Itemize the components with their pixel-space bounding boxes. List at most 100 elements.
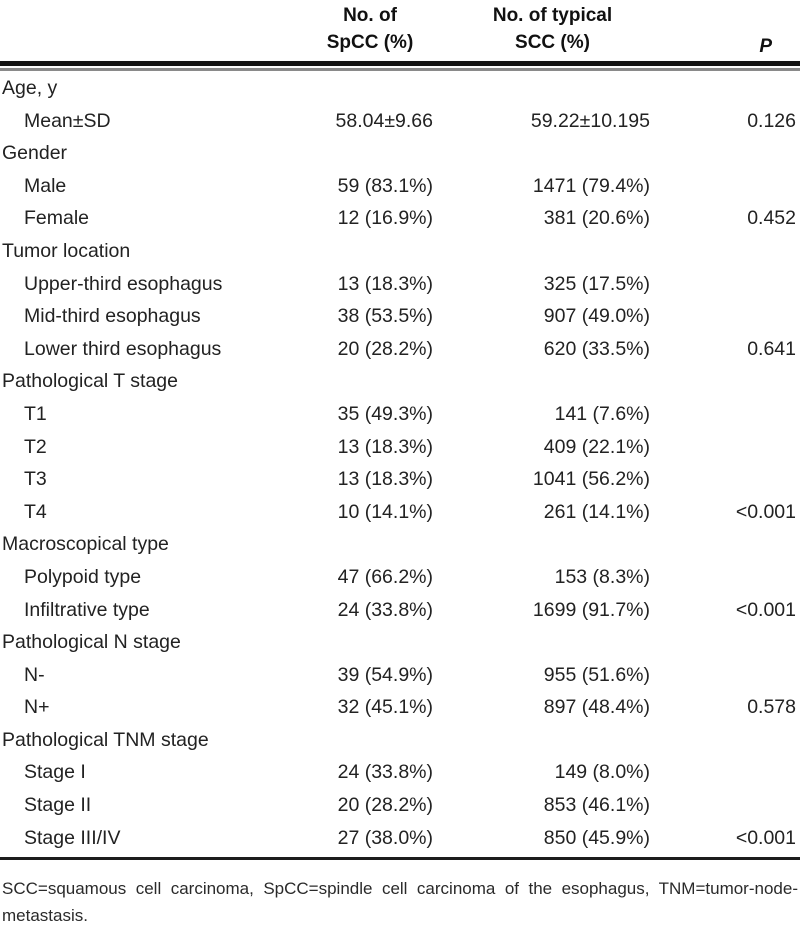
p-value <box>660 268 800 301</box>
row-label: Age, y <box>2 77 58 99</box>
scc-value <box>445 724 660 757</box>
row-label: Pathological N stage <box>2 631 181 654</box>
table-row: T4 10 (14.1%) 261 (14.1%) <0.001 <box>0 496 800 529</box>
p-value <box>660 626 800 659</box>
row-label: T4 <box>24 500 47 523</box>
row-label: Male <box>24 174 67 197</box>
scc-value: 381 (20.6%) <box>543 207 650 230</box>
table-row: Pathological N stage <box>0 626 800 659</box>
p-value <box>660 528 800 561</box>
row-label: Macroscopical type <box>2 533 169 556</box>
column-header-p: P <box>660 2 800 60</box>
table-row: N+ 32 (45.1%) 897 (48.4%) 0.578 <box>0 691 800 724</box>
spcc-value: 24 (33.8%) <box>337 761 433 784</box>
p-value <box>660 137 800 170</box>
row-label: Upper-third esophagus <box>24 272 223 295</box>
spcc-value: 24 (33.8%) <box>337 598 433 621</box>
row-label: Pathological T stage <box>2 370 178 393</box>
spcc-value: 38 (53.5%) <box>337 305 433 328</box>
spcc-value <box>295 365 445 398</box>
scc-value: 907 (49.0%) <box>543 305 650 328</box>
p-value <box>660 398 800 431</box>
table-row: T2 13 (18.3%) 409 (22.1%) <box>0 431 800 464</box>
p-value <box>660 463 800 496</box>
spcc-value: 59 (83.1%) <box>337 174 433 197</box>
table-header: No. of SpCC (%) No. of typical SCC (%) P <box>0 0 800 60</box>
spcc-value <box>295 528 445 561</box>
spcc-value: 32 (45.1%) <box>337 696 433 719</box>
scc-value <box>445 137 660 170</box>
spcc-value: 47 (66.2%) <box>337 565 433 588</box>
spcc-value: 20 (28.2%) <box>337 794 433 817</box>
table-row: Stage III/IV 27 (38.0%) 850 (45.9%) <0.0… <box>0 822 800 855</box>
row-label: Stage I <box>24 761 86 784</box>
scc-value: 850 (45.9%) <box>543 826 650 849</box>
row-label: Polypoid type <box>24 565 142 588</box>
table-row: Gender <box>0 137 800 170</box>
p-value <box>660 72 800 105</box>
header-rule <box>0 61 800 71</box>
column-header-scc-line2: SCC (%) <box>515 32 590 53</box>
spcc-value <box>295 724 445 757</box>
column-header-spcc-line2: SpCC (%) <box>326 32 414 53</box>
table-row: Mid-third esophagus 38 (53.5%) 907 (49.0… <box>0 300 800 333</box>
header-rule-thick-line <box>0 61 800 66</box>
scc-value: 409 (22.1%) <box>543 435 650 458</box>
scc-value: 1041 (56.2%) <box>532 468 650 491</box>
footnote-rule <box>0 857 800 861</box>
row-label: Lower third esophagus <box>24 337 222 360</box>
p-value: 0.452 <box>747 207 796 230</box>
spcc-value: 35 (49.3%) <box>337 402 433 425</box>
column-header-scc-line1: No. of typical <box>492 5 613 26</box>
spcc-value: 13 (18.3%) <box>337 435 433 458</box>
spcc-value: 13 (18.3%) <box>337 272 433 295</box>
row-label: Mean±SD <box>24 109 111 132</box>
scc-value <box>445 626 660 659</box>
header-rule-thin-line <box>0 68 800 71</box>
scc-value <box>445 528 660 561</box>
scc-value: 897 (48.4%) <box>543 696 650 719</box>
p-value <box>660 659 800 692</box>
p-value <box>660 365 800 398</box>
scc-value: 59.22±10.195 <box>530 109 650 132</box>
spcc-value <box>295 72 445 105</box>
p-value <box>660 300 800 333</box>
scc-value: 261 (14.1%) <box>543 500 650 523</box>
row-label: Female <box>24 207 90 230</box>
table-row: Stage II 20 (28.2%) 853 (46.1%) <box>0 789 800 822</box>
scc-value: 955 (51.6%) <box>543 663 650 686</box>
row-label: Stage III/IV <box>24 826 121 849</box>
row-label: Gender <box>2 142 68 165</box>
row-label: Tumor location <box>2 239 131 262</box>
spcc-value: 39 (54.9%) <box>337 663 433 686</box>
scc-value <box>445 235 660 268</box>
table-row: Mean±SD 58.04±9.66 59.22±10.195 0.126 <box>0 105 800 138</box>
p-value: <0.001 <box>735 500 796 523</box>
scc-value: 1471 (79.4%) <box>532 174 650 197</box>
row-label: Pathological TNM stage <box>2 728 209 751</box>
table-row: T3 13 (18.3%) 1041 (56.2%) <box>0 463 800 496</box>
table-row: Lower third esophagus 20 (28.2%) 620 (33… <box>0 333 800 366</box>
spcc-value <box>295 235 445 268</box>
p-value <box>660 756 800 789</box>
row-label: T3 <box>24 468 47 491</box>
scc-value <box>445 365 660 398</box>
p-value-header-label: P <box>759 36 772 57</box>
row-label: Stage II <box>24 794 92 817</box>
table-row: T1 35 (49.3%) 141 (7.6%) <box>0 398 800 431</box>
table-row: Upper-third esophagus 13 (18.3%) 325 (17… <box>0 268 800 301</box>
spcc-value: 27 (38.0%) <box>337 826 433 849</box>
scc-value <box>445 72 660 105</box>
row-label: N- <box>24 663 45 686</box>
p-value: 0.578 <box>747 696 796 719</box>
p-value: <0.001 <box>735 826 796 849</box>
scc-value: 853 (46.1%) <box>543 794 650 817</box>
row-label: Infiltrative type <box>24 598 150 621</box>
p-value <box>660 170 800 203</box>
table-row: Pathological TNM stage <box>0 724 800 757</box>
p-value <box>660 235 800 268</box>
table-row: Female 12 (16.9%) 381 (20.6%) 0.452 <box>0 202 800 235</box>
scc-value: 620 (33.5%) <box>543 337 650 360</box>
row-label: T2 <box>24 435 47 458</box>
scc-value: 1699 (91.7%) <box>532 598 650 621</box>
